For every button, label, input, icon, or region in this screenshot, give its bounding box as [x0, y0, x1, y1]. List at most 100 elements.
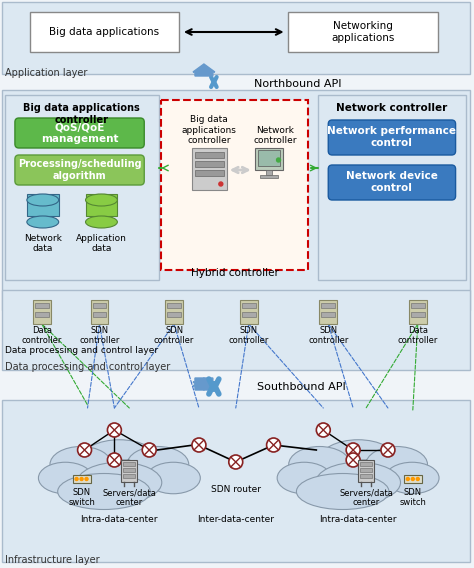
Circle shape [416, 478, 419, 481]
FancyBboxPatch shape [73, 475, 91, 483]
Text: SDN router: SDN router [211, 485, 261, 494]
Text: Inter-data-center: Inter-data-center [197, 515, 274, 524]
Text: Data
controller: Data controller [398, 326, 438, 345]
FancyBboxPatch shape [255, 148, 283, 170]
FancyBboxPatch shape [167, 312, 181, 317]
Circle shape [78, 443, 91, 457]
FancyBboxPatch shape [321, 312, 335, 317]
Circle shape [229, 455, 243, 469]
Ellipse shape [316, 462, 401, 503]
FancyBboxPatch shape [30, 12, 179, 52]
Text: SDN
switch: SDN switch [400, 488, 426, 507]
Ellipse shape [277, 462, 331, 494]
FancyArrow shape [193, 378, 215, 390]
FancyBboxPatch shape [409, 300, 427, 324]
FancyBboxPatch shape [121, 460, 137, 482]
FancyBboxPatch shape [240, 300, 258, 324]
Text: Processing/scheduling
algorithm: Processing/scheduling algorithm [18, 159, 141, 181]
FancyBboxPatch shape [91, 300, 109, 324]
FancyBboxPatch shape [15, 155, 144, 185]
Text: SDN
controller: SDN controller [154, 326, 194, 345]
FancyBboxPatch shape [195, 170, 224, 176]
Ellipse shape [289, 446, 350, 482]
Circle shape [316, 423, 330, 437]
FancyBboxPatch shape [242, 303, 255, 308]
Text: Intra-data-center: Intra-data-center [81, 515, 158, 524]
Text: Northbound API: Northbound API [254, 79, 341, 89]
Circle shape [85, 478, 88, 481]
Text: Data processing and control layer: Data processing and control layer [5, 346, 158, 355]
Ellipse shape [58, 474, 150, 509]
Circle shape [108, 453, 121, 467]
FancyBboxPatch shape [360, 474, 372, 478]
Text: Network device
control: Network device control [346, 171, 438, 193]
Text: Application layer: Application layer [5, 68, 87, 78]
FancyBboxPatch shape [165, 300, 183, 324]
Ellipse shape [27, 216, 59, 228]
FancyBboxPatch shape [92, 303, 107, 308]
Text: Network
data: Network data [24, 234, 62, 253]
Circle shape [346, 453, 360, 467]
FancyBboxPatch shape [123, 462, 135, 466]
Ellipse shape [385, 462, 439, 494]
Text: Infrastructure layer: Infrastructure layer [5, 555, 100, 565]
Ellipse shape [77, 462, 162, 503]
FancyBboxPatch shape [319, 95, 465, 280]
FancyBboxPatch shape [161, 100, 309, 270]
Circle shape [266, 438, 281, 452]
FancyBboxPatch shape [123, 468, 135, 472]
FancyBboxPatch shape [35, 303, 49, 308]
FancyBboxPatch shape [92, 312, 107, 317]
Circle shape [192, 438, 206, 452]
Text: Networking
applications: Networking applications [331, 21, 395, 43]
Circle shape [411, 478, 414, 481]
FancyBboxPatch shape [411, 312, 425, 317]
Circle shape [80, 478, 83, 481]
Text: Servers/data
center: Servers/data center [102, 488, 156, 507]
Ellipse shape [127, 446, 189, 482]
Text: Hybrid controller: Hybrid controller [191, 268, 279, 278]
Text: Big data
applications
controller: Big data applications controller [182, 115, 237, 145]
Circle shape [276, 158, 281, 162]
Text: SDN
controller: SDN controller [308, 326, 348, 345]
FancyBboxPatch shape [2, 90, 470, 310]
FancyBboxPatch shape [360, 468, 372, 472]
Ellipse shape [38, 462, 92, 494]
FancyBboxPatch shape [35, 312, 49, 317]
FancyBboxPatch shape [258, 150, 280, 166]
Circle shape [108, 423, 121, 437]
Text: QoS/QoE
management: QoS/QoE management [41, 122, 118, 144]
FancyBboxPatch shape [328, 165, 456, 200]
FancyBboxPatch shape [411, 303, 425, 308]
FancyArrow shape [193, 64, 215, 76]
Ellipse shape [146, 462, 201, 494]
Text: SDN
controller: SDN controller [79, 326, 119, 345]
FancyBboxPatch shape [195, 161, 224, 167]
FancyBboxPatch shape [195, 152, 224, 158]
FancyBboxPatch shape [328, 120, 456, 155]
FancyBboxPatch shape [360, 462, 372, 466]
Text: Intra-data-center: Intra-data-center [319, 515, 397, 524]
FancyBboxPatch shape [404, 475, 422, 483]
Ellipse shape [366, 446, 428, 482]
Text: Network performance
control: Network performance control [328, 126, 456, 148]
Ellipse shape [85, 216, 118, 228]
FancyBboxPatch shape [289, 12, 438, 52]
Text: Data
controller: Data controller [22, 326, 62, 345]
Text: Application
data: Application data [76, 234, 127, 253]
Circle shape [406, 478, 410, 481]
Circle shape [346, 443, 360, 457]
FancyBboxPatch shape [5, 95, 159, 280]
Ellipse shape [319, 440, 397, 481]
FancyBboxPatch shape [319, 300, 337, 324]
Circle shape [219, 182, 223, 186]
Text: Data processing and control layer: Data processing and control layer [5, 362, 170, 372]
FancyBboxPatch shape [358, 460, 374, 482]
Circle shape [142, 443, 156, 457]
Bar [85, 194, 118, 216]
Ellipse shape [296, 474, 389, 509]
FancyBboxPatch shape [321, 303, 335, 308]
FancyBboxPatch shape [242, 312, 255, 317]
Ellipse shape [81, 440, 158, 481]
Text: Southbound API: Southbound API [256, 382, 346, 392]
